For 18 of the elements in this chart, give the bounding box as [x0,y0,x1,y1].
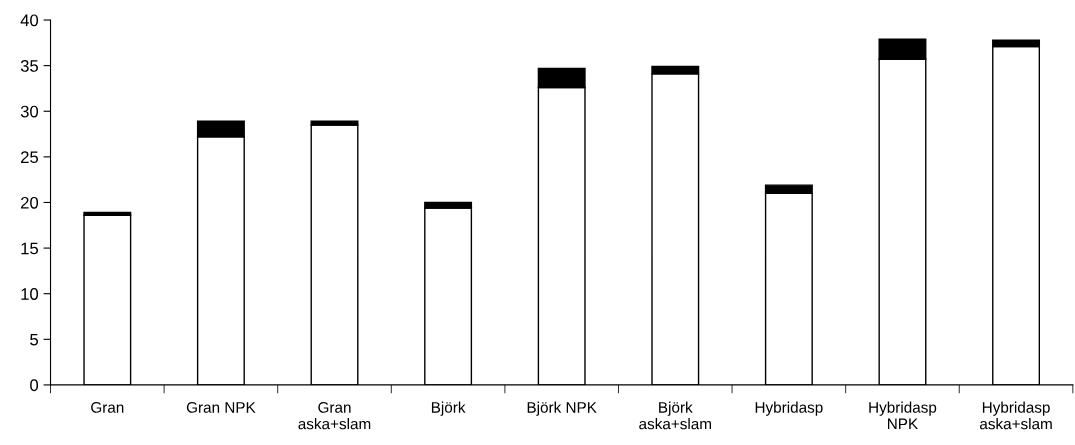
x-tick-label: Hybridasp [755,401,823,416]
y-tick-label: 0 [30,379,39,392]
y-tick-label: 15 [21,242,39,255]
y-tick-label: 20 [21,196,39,209]
y-tick-label: 10 [21,288,39,300]
y-tick-label: 30 [20,105,39,118]
y-tick-label: 40 [20,14,39,27]
x-tick-label: Hybridasp aska+slam [979,401,1052,430]
x-tick-label: Hybridasp NPK [869,401,937,430]
x-tick-label: Björk [431,401,466,416]
x-tick-label: Gran aska+slam [298,402,371,430]
x-tick-label: Gran NPK [186,402,256,413]
x-tick-label: Björk NPK [527,401,597,416]
x-tick-label: Gran [91,402,124,413]
x-tick-label: Björk aska+slam [639,401,711,430]
y-tick-label: 35 [20,60,39,72]
y-tick-label: 25 [21,151,39,164]
y-tick-label: 5 [30,333,39,346]
